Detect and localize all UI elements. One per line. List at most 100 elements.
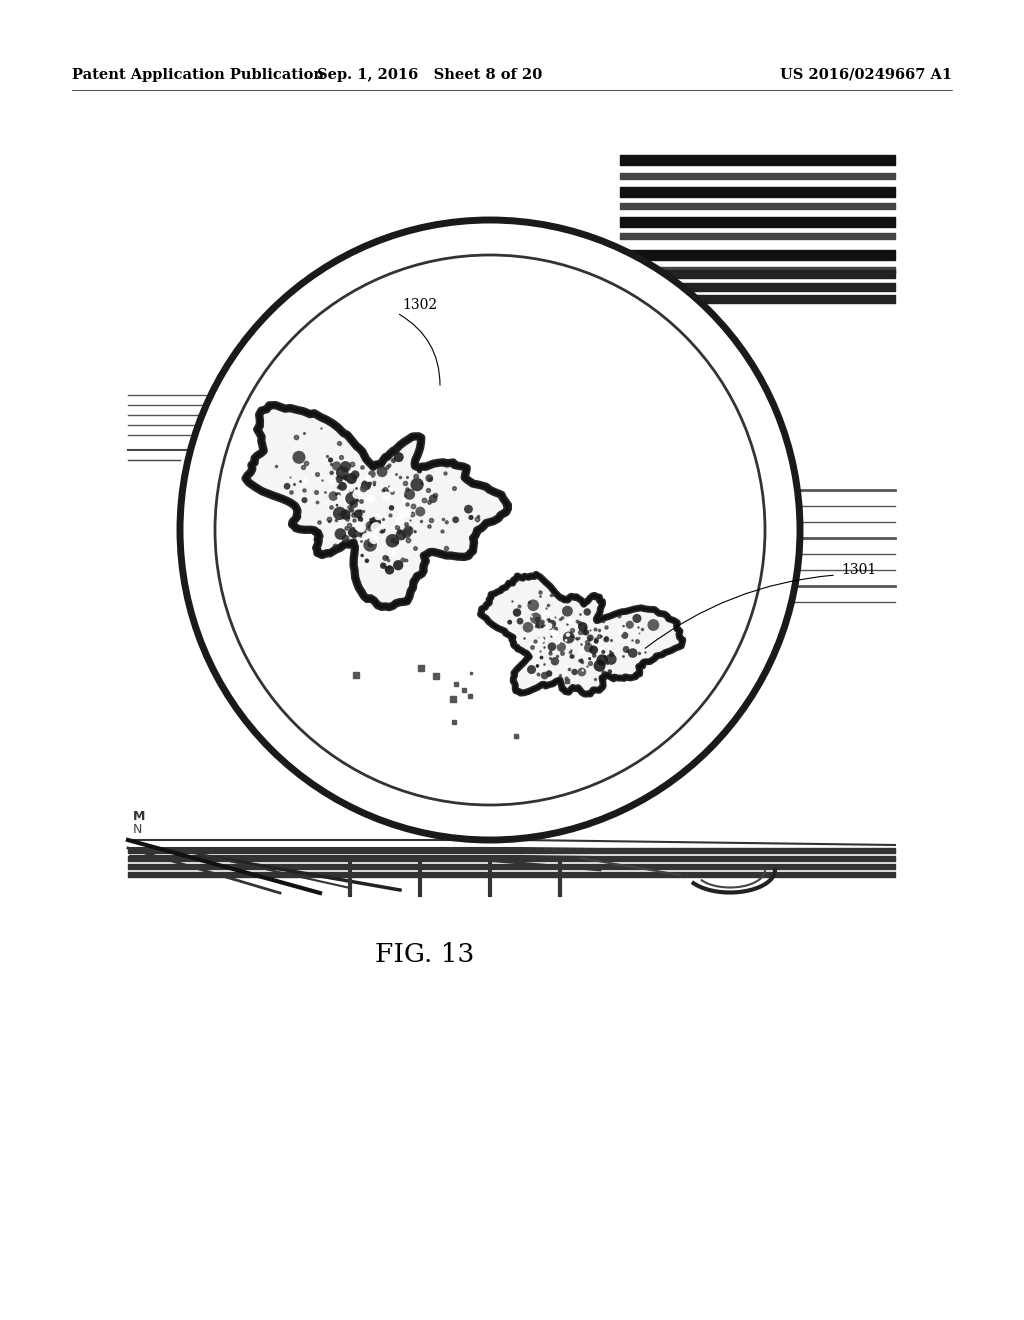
Circle shape xyxy=(546,671,552,677)
Circle shape xyxy=(386,535,399,548)
Circle shape xyxy=(453,516,459,523)
Circle shape xyxy=(522,622,534,632)
Circle shape xyxy=(561,616,564,620)
Circle shape xyxy=(356,523,366,533)
Circle shape xyxy=(354,523,367,535)
Circle shape xyxy=(517,618,523,624)
Circle shape xyxy=(548,643,556,651)
Circle shape xyxy=(554,627,558,631)
Circle shape xyxy=(584,609,591,615)
Circle shape xyxy=(404,511,412,517)
Circle shape xyxy=(366,521,376,532)
Circle shape xyxy=(540,656,544,660)
Circle shape xyxy=(377,466,387,477)
Circle shape xyxy=(553,661,555,664)
Circle shape xyxy=(530,612,542,624)
Circle shape xyxy=(401,499,407,503)
Circle shape xyxy=(337,495,340,498)
Circle shape xyxy=(513,609,521,616)
Circle shape xyxy=(594,639,599,644)
Circle shape xyxy=(618,630,624,635)
Circle shape xyxy=(356,528,367,537)
Circle shape xyxy=(548,620,556,628)
Circle shape xyxy=(324,491,327,494)
Circle shape xyxy=(530,615,532,618)
Circle shape xyxy=(383,492,390,500)
Circle shape xyxy=(393,453,403,462)
Circle shape xyxy=(392,548,398,554)
Circle shape xyxy=(429,495,437,503)
Circle shape xyxy=(357,516,364,521)
Circle shape xyxy=(382,491,390,500)
Circle shape xyxy=(340,461,351,473)
Circle shape xyxy=(464,504,473,513)
Circle shape xyxy=(365,475,372,482)
Circle shape xyxy=(349,507,354,512)
Circle shape xyxy=(541,672,549,680)
Circle shape xyxy=(579,648,584,653)
Circle shape xyxy=(594,660,605,672)
Circle shape xyxy=(336,466,348,479)
Circle shape xyxy=(584,643,593,652)
Bar xyxy=(128,145,895,895)
Text: Patent Application Publication: Patent Application Publication xyxy=(72,69,324,82)
Text: FIG. 13: FIG. 13 xyxy=(375,942,475,968)
Circle shape xyxy=(180,220,800,840)
Circle shape xyxy=(348,527,358,537)
Circle shape xyxy=(623,645,630,653)
Circle shape xyxy=(538,636,545,643)
Circle shape xyxy=(401,528,412,539)
Circle shape xyxy=(543,611,550,619)
Circle shape xyxy=(398,508,409,519)
Circle shape xyxy=(444,520,449,524)
Circle shape xyxy=(551,657,559,665)
Circle shape xyxy=(354,521,364,531)
Circle shape xyxy=(578,622,588,631)
Circle shape xyxy=(340,510,350,520)
Circle shape xyxy=(393,560,403,570)
Circle shape xyxy=(359,484,368,492)
Circle shape xyxy=(329,478,337,484)
Circle shape xyxy=(566,632,570,636)
Text: N: N xyxy=(133,822,142,836)
Circle shape xyxy=(351,470,359,479)
Circle shape xyxy=(609,652,614,657)
Text: US 2016/0249667 A1: US 2016/0249667 A1 xyxy=(780,69,952,82)
Circle shape xyxy=(370,535,379,544)
Circle shape xyxy=(536,665,539,668)
Circle shape xyxy=(571,644,574,648)
Circle shape xyxy=(553,594,556,597)
Circle shape xyxy=(332,461,341,471)
Circle shape xyxy=(364,539,377,552)
Polygon shape xyxy=(246,405,508,607)
Circle shape xyxy=(628,648,638,657)
Circle shape xyxy=(395,517,403,525)
Circle shape xyxy=(346,473,357,484)
Circle shape xyxy=(563,631,574,643)
Circle shape xyxy=(540,619,545,624)
Circle shape xyxy=(552,631,556,635)
Circle shape xyxy=(603,655,606,657)
Circle shape xyxy=(425,474,433,482)
Circle shape xyxy=(352,491,360,499)
Circle shape xyxy=(389,506,394,511)
Circle shape xyxy=(338,482,347,491)
Circle shape xyxy=(403,525,414,536)
Circle shape xyxy=(546,623,553,630)
Polygon shape xyxy=(480,574,683,694)
Circle shape xyxy=(344,478,347,480)
Circle shape xyxy=(578,656,582,659)
Circle shape xyxy=(583,630,589,635)
Circle shape xyxy=(536,620,544,628)
Circle shape xyxy=(527,599,539,611)
Circle shape xyxy=(370,516,381,528)
Circle shape xyxy=(395,529,407,540)
Circle shape xyxy=(404,495,408,498)
Circle shape xyxy=(554,651,557,655)
Circle shape xyxy=(382,554,388,561)
Circle shape xyxy=(395,541,399,545)
Text: 1301: 1301 xyxy=(841,564,877,577)
Circle shape xyxy=(582,669,584,672)
Circle shape xyxy=(284,483,291,490)
Circle shape xyxy=(601,649,605,653)
